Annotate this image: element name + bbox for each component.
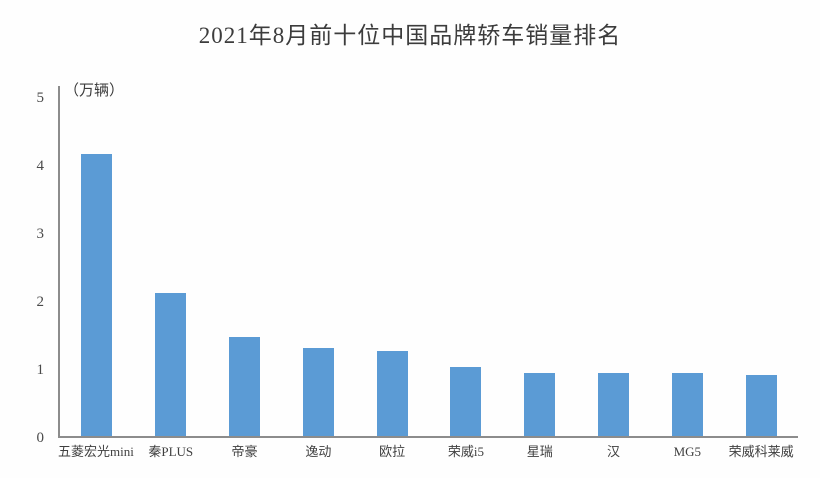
y-axis-tick-label: 4: [36, 158, 45, 174]
bars-group: [60, 96, 798, 436]
x-axis-label: 汉: [607, 444, 621, 459]
bar-slot: [724, 96, 798, 436]
y-axis-tick-label: 0: [36, 430, 45, 446]
y-axis-tick-label: 5: [36, 90, 45, 106]
bar-slot: [208, 96, 282, 436]
bar-slot: [429, 96, 503, 436]
bar-五菱宏光mini: [81, 154, 113, 436]
bar-slot: [134, 96, 208, 436]
y-axis-tick-label: 1: [36, 362, 45, 378]
y-axis-tick-label: 3: [36, 226, 45, 242]
x-axis-label: 荣威科莱威: [728, 444, 794, 459]
plot-area: [58, 86, 798, 438]
x-axis-label: 帝豪: [231, 444, 258, 459]
bar-slot: [60, 96, 134, 436]
bar-秦PLUS: [155, 293, 187, 436]
x-axis-label: 荣威i5: [447, 444, 484, 459]
bar-帝豪: [228, 337, 260, 436]
bar-slot: [503, 96, 577, 436]
x-axis-label: 秦PLUS: [148, 444, 194, 459]
chart-title: 2021年8月前十位中国品牌轿车销量排名: [198, 23, 622, 48]
x-axis-label: 欧拉: [379, 444, 406, 459]
bar-汉: [597, 373, 629, 436]
bar-slot: [650, 96, 724, 436]
bar-荣威科莱威: [745, 375, 777, 436]
x-axis-label: MG5: [673, 444, 702, 459]
bar-slot: [577, 96, 651, 436]
x-axis-label: 星瑞: [526, 444, 553, 459]
x-axis-label: 五菱宏光mini: [58, 444, 134, 459]
bar-荣威i5: [450, 367, 482, 436]
bar-MG5: [671, 373, 703, 436]
x-axis: 五菱宏光mini 秦PLUS 帝豪 逸动 欧拉 荣威i5 星瑞 汉 MG5 荣威科莱威: [58, 443, 798, 461]
y-axis-unit-label: （万辆）: [64, 83, 125, 99]
bar-欧拉: [376, 351, 408, 436]
bar-slot: [281, 96, 355, 436]
bar-星瑞: [524, 373, 556, 436]
x-axis-label: 逸动: [305, 444, 332, 459]
bar-slot: [355, 96, 429, 436]
bar-逸动: [302, 348, 334, 436]
y-axis-tick-label: 2: [36, 294, 45, 310]
